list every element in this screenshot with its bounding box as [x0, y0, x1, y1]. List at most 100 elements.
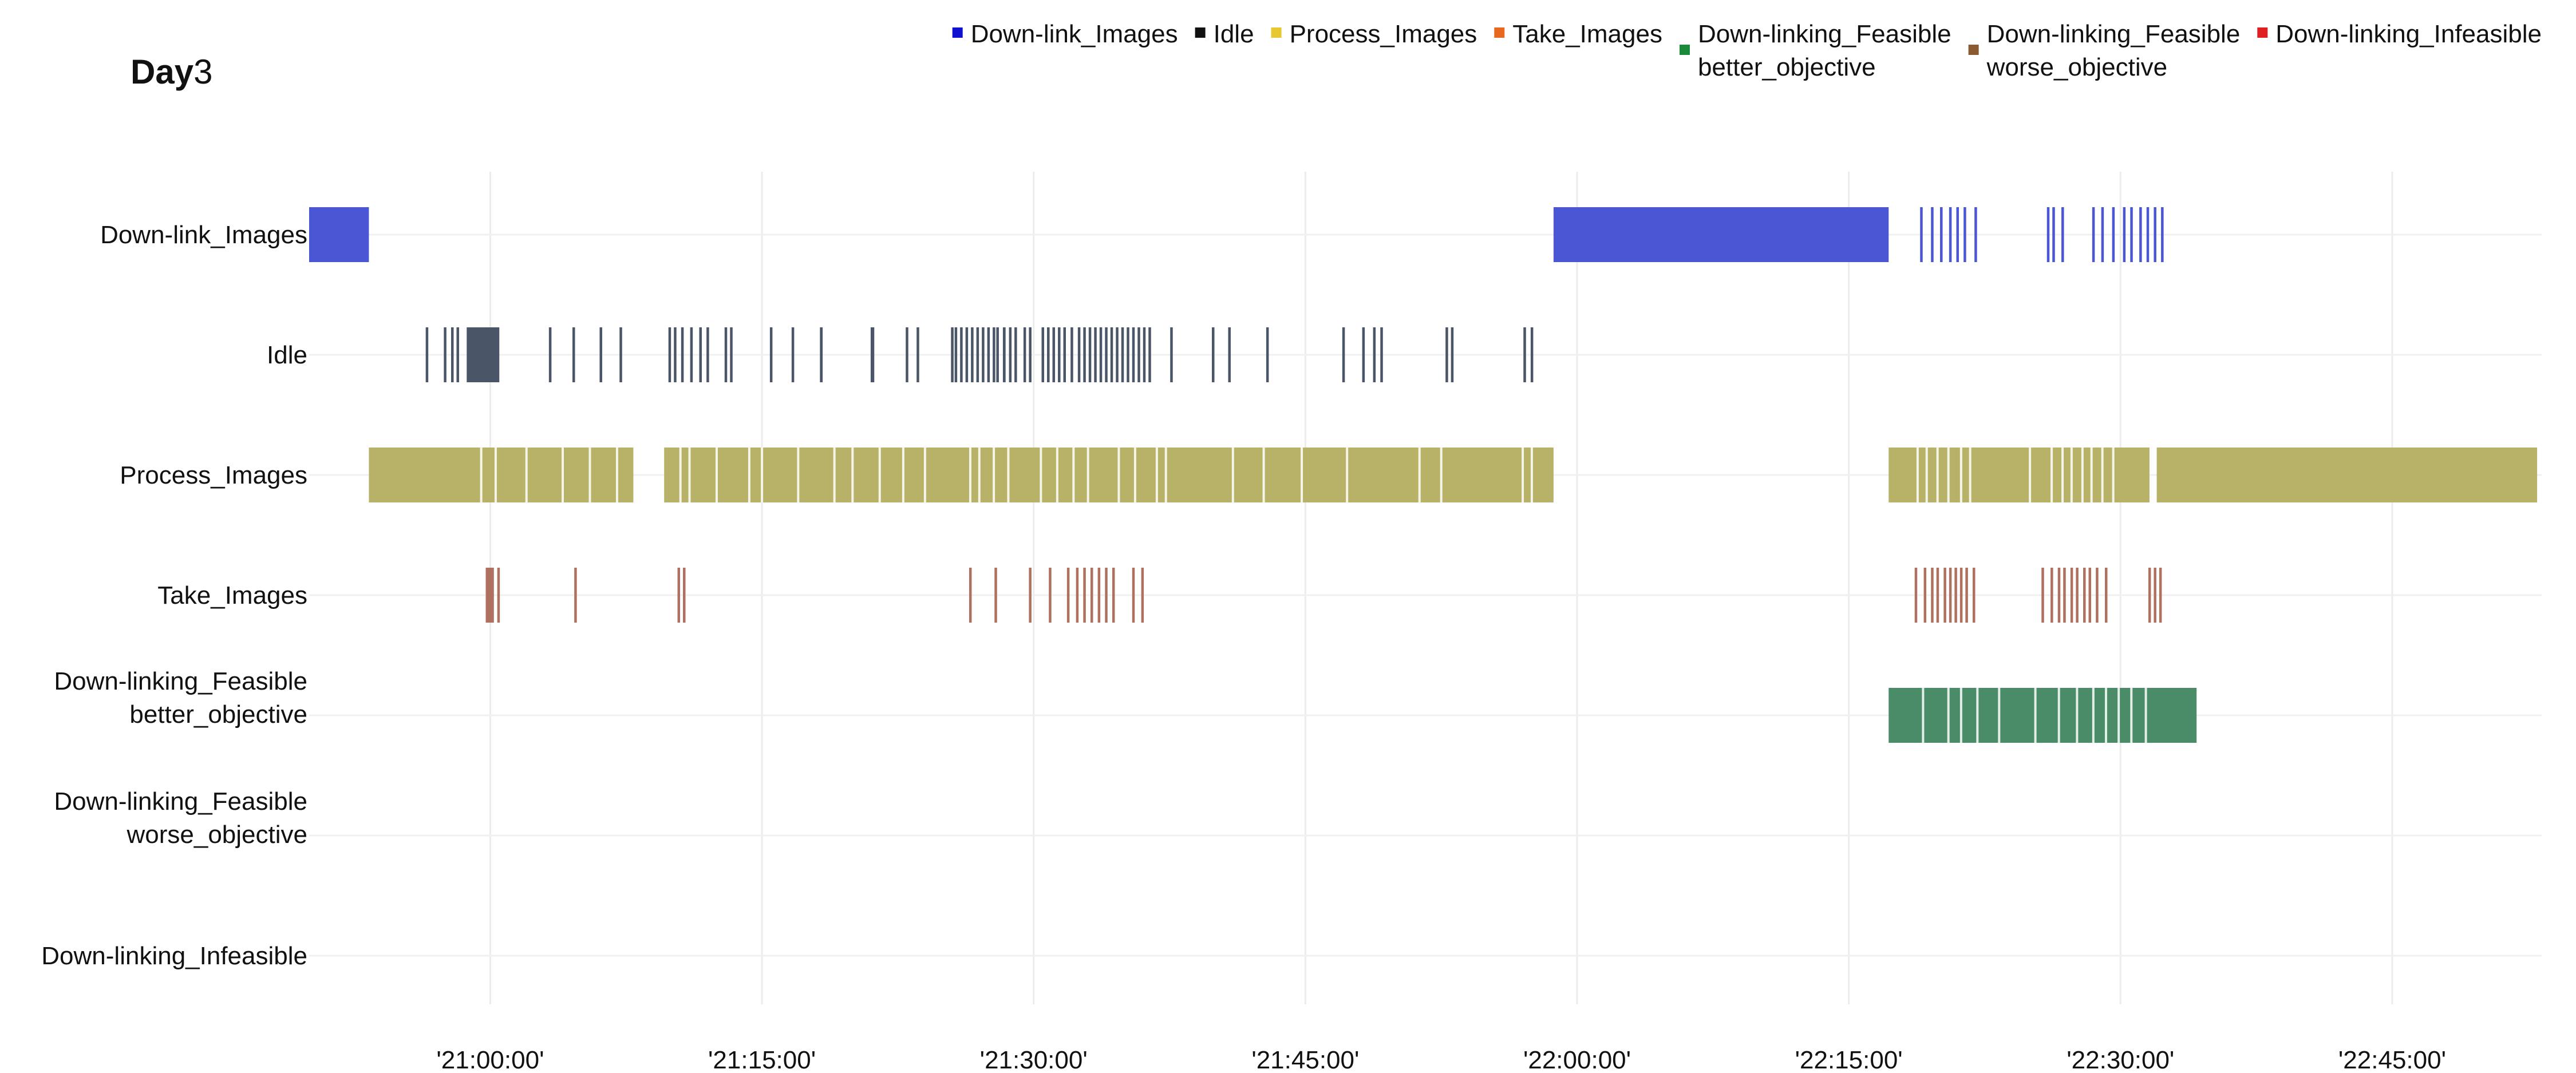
- bar-gap: [1916, 448, 1919, 502]
- bar-event: [1052, 327, 1056, 382]
- chart-title: Day3: [131, 53, 212, 91]
- bar-gap: [2112, 448, 2115, 502]
- chart-title-rest: 3: [193, 53, 212, 91]
- bar-event: [1070, 327, 1073, 382]
- bar-gap: [2117, 688, 2120, 743]
- bar-event: [954, 327, 958, 382]
- legend-label: Idle: [1214, 20, 1254, 48]
- bar-event: [1148, 327, 1151, 382]
- bar-event: [2063, 568, 2066, 623]
- x-tick-label: '21:30:00': [980, 1046, 1088, 1073]
- bar-event: [1105, 327, 1108, 382]
- bar-event: [2050, 568, 2053, 623]
- bar-event: [1954, 568, 1957, 623]
- bar-gap: [2070, 448, 2073, 502]
- bar-gap: [2061, 448, 2064, 502]
- bar-event: [599, 327, 602, 382]
- bar-event: [960, 327, 963, 382]
- bar-event: [2101, 207, 2104, 262]
- bar-event: [706, 327, 709, 382]
- bar-event: [1121, 327, 1124, 382]
- bar-event: [1041, 327, 1045, 382]
- legend-label: Take_Images: [1512, 20, 1662, 48]
- y-tick-label: Down-linking_Feasible worse_objective: [54, 787, 307, 849]
- bar-event: [1949, 207, 1952, 262]
- bar-event: [1049, 568, 1052, 623]
- bar-gap: [2029, 448, 2032, 502]
- bar-gap: [1925, 448, 1928, 502]
- bar-gap: [1959, 448, 1962, 502]
- bar-gap: [969, 448, 971, 502]
- bar-gap: [1969, 448, 1971, 502]
- bar-gap: [2092, 688, 2095, 743]
- bar-event: [1063, 327, 1066, 382]
- bar-event: [2104, 568, 2108, 623]
- bar-event: [456, 327, 459, 382]
- bar-gap: [1998, 688, 2001, 743]
- bar-event: [1523, 327, 1526, 382]
- bar-gap: [748, 448, 750, 502]
- legend-swatch: [1679, 45, 1690, 55]
- bar-gap: [1440, 448, 1443, 502]
- bar-event: [690, 327, 693, 382]
- bar-event: [548, 327, 552, 382]
- bar-gap: [1530, 448, 1533, 502]
- bar-event: [1132, 568, 1135, 623]
- bar-interval: [467, 327, 500, 382]
- bar-gap: [1976, 688, 1979, 743]
- bar-event: [1137, 327, 1140, 382]
- bar-event: [1132, 327, 1135, 382]
- bars: [309, 207, 2538, 743]
- bar-event: [2046, 207, 2050, 262]
- bar-event: [1380, 327, 1383, 382]
- legend-item: Down-linking_Feasible better_objective: [1679, 20, 1951, 81]
- bar-event: [993, 327, 995, 382]
- bar-gap: [797, 448, 800, 502]
- bar-gap: [1231, 448, 1234, 502]
- bar-event: [425, 327, 429, 382]
- bar-event: [496, 327, 499, 382]
- bar-gap: [588, 448, 591, 502]
- bar-gap: [1301, 448, 1303, 502]
- bar-gap: [715, 448, 718, 502]
- bar-event: [2161, 207, 2164, 262]
- bar-event: [994, 568, 997, 623]
- bar-event: [1009, 327, 1012, 382]
- bar-gap: [562, 448, 564, 502]
- bar-gap: [1133, 448, 1136, 502]
- bar-event: [1029, 327, 1032, 382]
- bar-interval: [1553, 207, 1889, 262]
- bar-gap: [1959, 688, 1962, 743]
- bar-event: [2112, 207, 2115, 262]
- bar-event: [2154, 568, 2156, 623]
- bar-event: [969, 568, 972, 623]
- y-tick-label: Down-linking_Infeasible: [41, 942, 307, 970]
- bar-event: [497, 568, 500, 623]
- bar-event: [1949, 568, 1952, 623]
- bar-event: [1211, 327, 1215, 382]
- bar-event: [1094, 327, 1097, 382]
- bar-event: [1362, 327, 1365, 382]
- bar-gap: [2050, 448, 2053, 502]
- x-tick-label: '21:00:00': [436, 1046, 544, 1073]
- bar-interval: [2156, 448, 2538, 502]
- legend-item: Down-linking_Infeasible: [2257, 20, 2542, 48]
- bar-gap: [679, 448, 682, 502]
- legend-item: Take_Images: [1494, 20, 1662, 48]
- bar-gap: [688, 448, 691, 502]
- bar-event: [2159, 568, 2162, 623]
- bar-gap: [1522, 448, 1524, 502]
- x-tick-label: '22:15:00': [1795, 1046, 1903, 1073]
- legend-label: Down-linking_Infeasible: [2275, 20, 2542, 48]
- bar-event: [2096, 568, 2099, 623]
- legend-swatch: [1968, 45, 1979, 55]
- x-tick-label: '22:30:00': [2067, 1046, 2174, 1073]
- y-tick-label: Idle: [267, 341, 307, 369]
- bar-gap: [2057, 688, 2060, 743]
- bar-event: [1914, 568, 1918, 623]
- bar-gap: [2090, 448, 2093, 502]
- bar-interval: [870, 327, 875, 382]
- bar-event: [451, 327, 454, 382]
- bar-event: [2092, 207, 2095, 262]
